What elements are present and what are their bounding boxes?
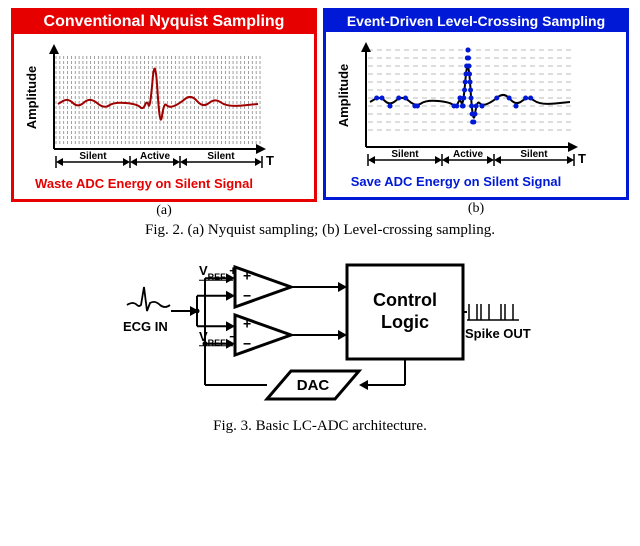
fig2-caption: Fig. 2. (a) Nyquist sampling; (b) Level-… bbox=[8, 222, 632, 239]
fig2a-title: Conventional Nyquist Sampling bbox=[14, 11, 314, 34]
fig2a-panel: Conventional Nyquist Sampling Amplitude T… bbox=[11, 8, 317, 202]
fig2b-body: Amplitude T Silent Active Silent Save ADC Ene… bbox=[326, 32, 626, 197]
fig2-panel-b: Event-Driven Level-Crossing Sampling Amp… bbox=[323, 8, 629, 219]
svg-text:Silent: Silent bbox=[207, 151, 235, 162]
fig3-wrap: ECG INVREF +VREF −+−+−ControlLogicSpike … bbox=[8, 245, 632, 415]
fig3-caption: Fig. 3. Basic LC-ADC architecture. bbox=[8, 418, 632, 435]
fig2a-body: Amplitude T Silent Active Silent Waste ADC En… bbox=[14, 34, 314, 199]
fig2b-chart: Amplitude T Silent Active Silent Save ADC Ene… bbox=[326, 32, 586, 192]
svg-text:Save ADC Energy on Silent Sign: Save ADC Energy on Silent Signal bbox=[351, 174, 561, 189]
svg-text:T: T bbox=[578, 151, 586, 166]
svg-text:Amplitude: Amplitude bbox=[336, 64, 351, 128]
svg-text:−: − bbox=[243, 288, 251, 304]
svg-text:Silent: Silent bbox=[79, 151, 107, 162]
svg-text:Active: Active bbox=[453, 149, 483, 160]
svg-text:Control: Control bbox=[373, 290, 437, 310]
fig2-panel-a: Conventional Nyquist Sampling Amplitude T… bbox=[11, 8, 317, 219]
fig2b-sublabel: (b) bbox=[323, 201, 629, 217]
fig2a-sublabel: (a) bbox=[11, 203, 317, 219]
fig2-row: Conventional Nyquist Sampling Amplitude T… bbox=[8, 8, 632, 219]
svg-text:ECG IN: ECG IN bbox=[123, 319, 168, 334]
svg-text:Silent: Silent bbox=[520, 149, 548, 160]
svg-text:T: T bbox=[266, 153, 274, 168]
svg-text:DAC: DAC bbox=[297, 377, 330, 394]
svg-text:Amplitude: Amplitude bbox=[24, 66, 39, 130]
svg-text:+: + bbox=[243, 268, 251, 284]
svg-text:Logic: Logic bbox=[381, 312, 429, 332]
svg-text:Silent: Silent bbox=[391, 149, 419, 160]
fig2b-title: Event-Driven Level-Crossing Sampling bbox=[326, 11, 626, 32]
svg-text:Active: Active bbox=[140, 151, 170, 162]
svg-text:−: − bbox=[243, 336, 251, 352]
svg-text:Spike OUT: Spike OUT bbox=[465, 326, 531, 341]
svg-text:Waste ADC Energy on Silent Sig: Waste ADC Energy on Silent Signal bbox=[35, 176, 253, 191]
svg-text:+: + bbox=[243, 316, 251, 332]
fig2b-panel: Event-Driven Level-Crossing Sampling Amp… bbox=[323, 8, 629, 200]
fig2a-chart: Amplitude T Silent Active Silent Waste ADC En… bbox=[14, 34, 274, 194]
fig3-diagram: ECG INVREF +VREF −+−+−ControlLogicSpike … bbox=[105, 245, 535, 415]
